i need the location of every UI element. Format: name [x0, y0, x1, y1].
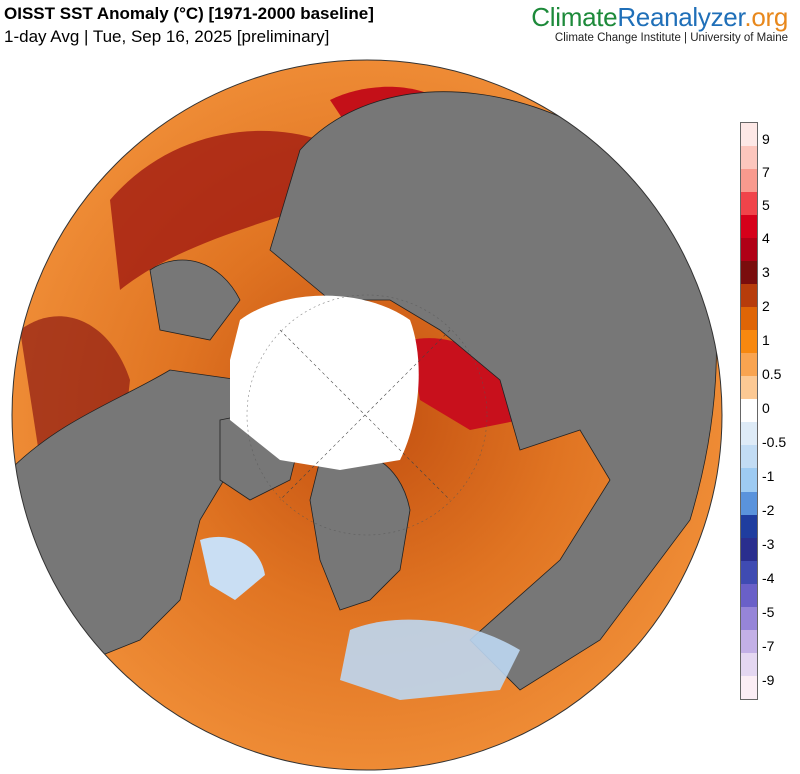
colorbar-tick-label: -2	[762, 502, 775, 518]
map-title: OISST SST Anomaly (°C) [1971-2000 baseli…	[4, 4, 374, 23]
brand-logo[interactable]: ClimateReanalyzer.org	[531, 2, 788, 32]
colorbar-tick-label: 0	[762, 400, 770, 416]
colorbar	[740, 122, 758, 700]
colorbar-tick-label: 2	[762, 298, 770, 314]
colorbar-segment	[741, 445, 757, 469]
warm-anomaly-kara	[410, 338, 520, 430]
colorbar-tick-label: 0.5	[762, 366, 782, 382]
cool-anomaly-north-atlantic	[340, 619, 520, 700]
colorbar-segment	[741, 537, 757, 561]
colorbar-segment	[741, 560, 757, 584]
colorbar-tick-label: 1	[762, 332, 770, 348]
graticule-circle	[246, 294, 488, 536]
polar-sst-map	[11, 59, 723, 771]
colorbar-segment	[741, 514, 757, 538]
colorbar-segment	[741, 468, 757, 492]
land-north-america	[12, 369, 271, 661]
colorbar-tick-label: -4	[762, 570, 775, 586]
arctic-ice-region	[230, 295, 419, 470]
globe-outline	[11, 59, 723, 771]
warm-anomaly-pacific	[110, 130, 320, 290]
colorbar-tick-label: -7	[762, 638, 775, 654]
colorbar-tick-label: -5	[762, 604, 775, 620]
colorbar-segment	[741, 675, 757, 699]
colorbar-segment	[741, 307, 757, 331]
colorbar-tick-label: -9	[762, 672, 775, 688]
colorbar-tick-label: -1	[762, 468, 775, 484]
colorbar-segment	[741, 652, 757, 676]
colorbar-segment	[741, 146, 757, 170]
colorbar-segment	[741, 376, 757, 400]
colorbar-segment	[741, 606, 757, 630]
colorbar-tick-label: 9	[762, 131, 770, 147]
graticule-line	[279, 329, 451, 501]
colorbar-segment	[741, 629, 757, 653]
colorbar-segment	[741, 238, 757, 262]
land-alaska	[149, 259, 241, 341]
brand-tagline: Climate Change Institute | University of…	[554, 32, 788, 44]
colorbar-segment	[741, 330, 757, 354]
colorbar-segment	[741, 353, 757, 377]
colorbar-segment	[741, 422, 757, 446]
map-subtitle: 1-day Avg | Tue, Sep 16, 2025 [prelimina…	[4, 27, 330, 46]
colorbar-segment	[741, 261, 757, 285]
colorbar-segment	[741, 215, 757, 239]
colorbar-segment	[741, 491, 757, 515]
colorbar-tick-label: -3	[762, 536, 775, 552]
colorbar-segment	[741, 583, 757, 607]
colorbar-tick-label: 7	[762, 164, 770, 180]
colorbar-segment	[741, 123, 757, 147]
colorbar-tick-label: -0.5	[762, 434, 787, 450]
colorbar-segment	[741, 399, 757, 423]
colorbar-tick-label: 3	[762, 264, 770, 280]
colorbar-tick-label: 5	[762, 197, 770, 213]
colorbar-segment	[741, 284, 757, 308]
colorbar-segment	[741, 192, 757, 216]
cool-anomaly-baffin	[200, 536, 265, 600]
colorbar-segment	[741, 169, 757, 193]
colorbar-tick-label: 4	[762, 230, 770, 246]
